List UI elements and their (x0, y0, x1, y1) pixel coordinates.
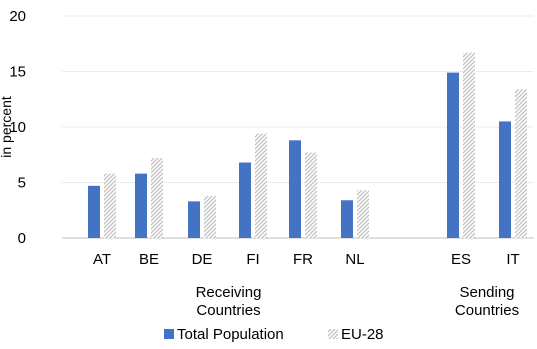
x-tick-label-de: DE (192, 251, 213, 268)
bar-total-population-fr (289, 140, 301, 238)
y-axis-ticks: 0 5 10 15 20 (9, 8, 26, 247)
bar-total-population-at (88, 185, 100, 238)
bar-total-population-es (447, 72, 459, 238)
x-tick-label-at: AT (93, 251, 111, 268)
x-tick-label-es: ES (451, 251, 471, 268)
bar-total-population-fi (239, 162, 251, 238)
bar-total-population-it (499, 121, 511, 238)
legend-label-total-population: Total Population (177, 326, 284, 343)
x-tick-label-be: BE (139, 251, 159, 268)
group-label: Sending (459, 284, 514, 301)
group-label: Countries (455, 302, 519, 319)
bar-total-population-de (188, 201, 200, 238)
legend: Total Population EU-28 (164, 326, 384, 343)
y-tick-label: 15 (9, 64, 26, 81)
bar-total-population-be (135, 173, 147, 238)
bar-total-population-nl (341, 200, 353, 238)
bar-eu-28-nl (357, 190, 369, 238)
bar-eu-28-at (104, 173, 116, 238)
group-label: Countries (196, 302, 260, 319)
y-axis-title: in percent (0, 96, 14, 158)
x-tick-label-fr: FR (293, 251, 313, 268)
bar-eu-28-de (204, 195, 216, 238)
bar-eu-28-es (463, 52, 475, 238)
legend-swatch-eu-28 (328, 329, 338, 339)
x-tick-label-fi: FI (246, 251, 259, 268)
x-tick-label-nl: NL (345, 251, 364, 268)
y-tick-label: 10 (9, 119, 26, 136)
x-axis-categories: AT BE DE FI FR NL ES IT (93, 251, 520, 268)
bars (88, 52, 527, 238)
y-tick-label: 5 (18, 175, 26, 192)
legend-swatch-total-population (164, 329, 174, 339)
legend-label-eu-28: EU-28 (341, 326, 384, 343)
y-tick-label: 20 (9, 8, 26, 25)
bar-eu-28-be (151, 158, 163, 238)
y-tick-label: 0 (18, 230, 26, 247)
group-label: Receiving (196, 284, 262, 301)
bar-eu-28-fr (305, 152, 317, 238)
bar-eu-28-it (515, 89, 527, 238)
x-tick-label-it: IT (506, 251, 519, 268)
bar-eu-28-fi (255, 133, 267, 238)
